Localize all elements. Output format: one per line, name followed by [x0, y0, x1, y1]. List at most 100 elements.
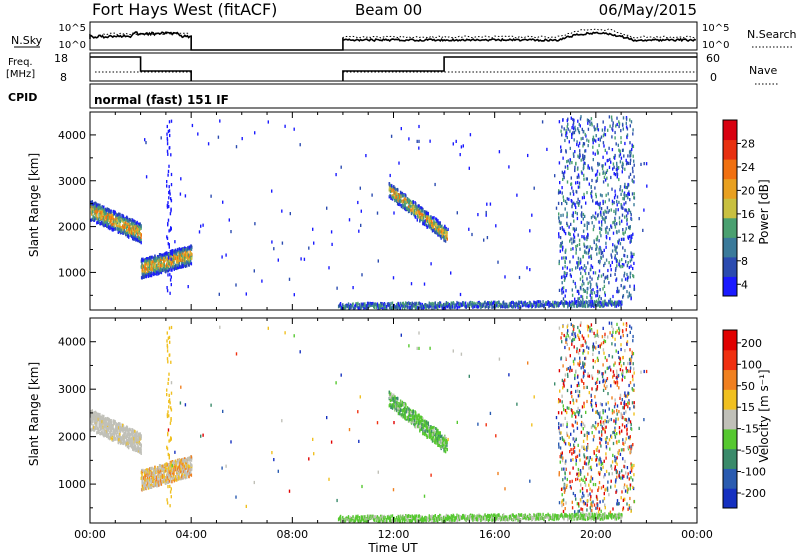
echo-cell — [132, 431, 134, 435]
echo-cell — [167, 169, 170, 173]
echo-cell — [491, 305, 493, 309]
echo-cell — [583, 304, 586, 308]
echo-cell — [555, 206, 558, 210]
echo-cell — [485, 213, 487, 217]
echo-cell — [407, 201, 409, 205]
echo-cell — [112, 432, 114, 436]
echo-cell — [561, 186, 563, 190]
echo-cell — [605, 193, 607, 197]
echo-cell — [629, 158, 632, 162]
echo-cell — [402, 200, 404, 204]
echo-cell — [390, 396, 392, 400]
echo-cell — [119, 422, 121, 426]
echo-cell — [169, 291, 171, 295]
echo-cell — [402, 409, 404, 413]
echo-cell — [399, 405, 401, 409]
echo-cell — [101, 207, 104, 211]
echo-cell — [149, 485, 152, 489]
echo-cell — [572, 189, 574, 193]
echo-cell — [587, 164, 589, 168]
colorbar-tick-label: 12 — [741, 231, 755, 244]
echo-cell — [102, 218, 104, 222]
echo-cell — [358, 304, 361, 308]
echo-cell — [564, 256, 567, 260]
echo-cell — [235, 283, 237, 287]
echo-cell — [576, 216, 579, 221]
echo-cell — [403, 409, 406, 413]
echo-cell — [443, 228, 445, 233]
echo-cell — [162, 468, 165, 472]
echo-cell — [118, 438, 120, 442]
echo-cell — [608, 261, 610, 265]
echo-cell — [118, 216, 120, 220]
echo-cell — [119, 432, 121, 436]
echo-cell — [94, 427, 96, 431]
echo-cell — [137, 234, 139, 239]
echo-cell — [131, 223, 134, 227]
echo-cell — [384, 306, 386, 311]
echo-cell — [377, 259, 379, 263]
echo-cell — [442, 229, 444, 233]
echo-cell — [113, 419, 115, 423]
echo-cell — [569, 273, 572, 277]
echo-cell — [610, 273, 612, 277]
echo-cell — [121, 434, 124, 438]
echo-cell — [166, 138, 169, 142]
echo-cell — [594, 215, 596, 219]
echo-cell — [357, 301, 359, 305]
echo-cell — [142, 479, 144, 483]
echo-cell — [558, 161, 561, 165]
echo-cell — [138, 450, 141, 454]
echo-cell — [114, 221, 116, 225]
echo-cell — [629, 226, 631, 231]
echo-cell — [548, 303, 550, 307]
echo-cell — [113, 210, 115, 214]
echo-cell — [156, 484, 158, 488]
echo-cell — [94, 410, 97, 414]
echo-cell — [391, 301, 394, 305]
echo-cell — [111, 223, 113, 227]
echo-cell — [114, 420, 116, 424]
echo-cell — [118, 422, 120, 426]
echo-cell — [148, 270, 150, 274]
echo-cell — [101, 210, 103, 214]
nave-tick-top: 60 — [706, 52, 720, 65]
echo-cell — [558, 212, 560, 216]
echo-cell — [103, 434, 105, 438]
echo-cell — [561, 202, 563, 206]
echo-cell — [160, 480, 162, 484]
echo-cell — [151, 260, 153, 264]
echo-cell — [185, 248, 187, 252]
echo-cell — [408, 208, 410, 212]
echo-cell — [624, 215, 626, 219]
echo-cell — [567, 166, 569, 170]
echo-cell — [173, 462, 175, 466]
echo-cell — [166, 136, 168, 140]
echo-cell — [449, 306, 451, 310]
echo-cell — [170, 283, 172, 287]
echo-cell — [168, 252, 170, 256]
echo-cell — [166, 180, 168, 184]
echo-cell — [367, 301, 370, 305]
echo-cell — [498, 150, 501, 154]
echo-cell — [582, 155, 584, 160]
echo-cell — [182, 255, 184, 259]
echo-cell — [160, 264, 162, 268]
echo-cell — [605, 245, 607, 249]
echo-cell — [622, 127, 624, 131]
echo-cell — [354, 306, 357, 310]
echo-cell — [348, 306, 350, 310]
echo-cell — [169, 212, 172, 216]
echo-cell — [140, 446, 142, 450]
echo-cell — [563, 256, 565, 260]
echo-cell — [558, 189, 560, 193]
echo-cell — [584, 161, 586, 166]
echo-cell — [119, 231, 122, 235]
echo-cell — [618, 120, 620, 124]
echo-cell — [173, 256, 175, 260]
echo-cell — [172, 465, 175, 469]
echo-cell — [570, 274, 572, 278]
echo-cell — [401, 304, 403, 308]
echo-cell — [179, 256, 181, 260]
echo-cell — [589, 275, 591, 279]
